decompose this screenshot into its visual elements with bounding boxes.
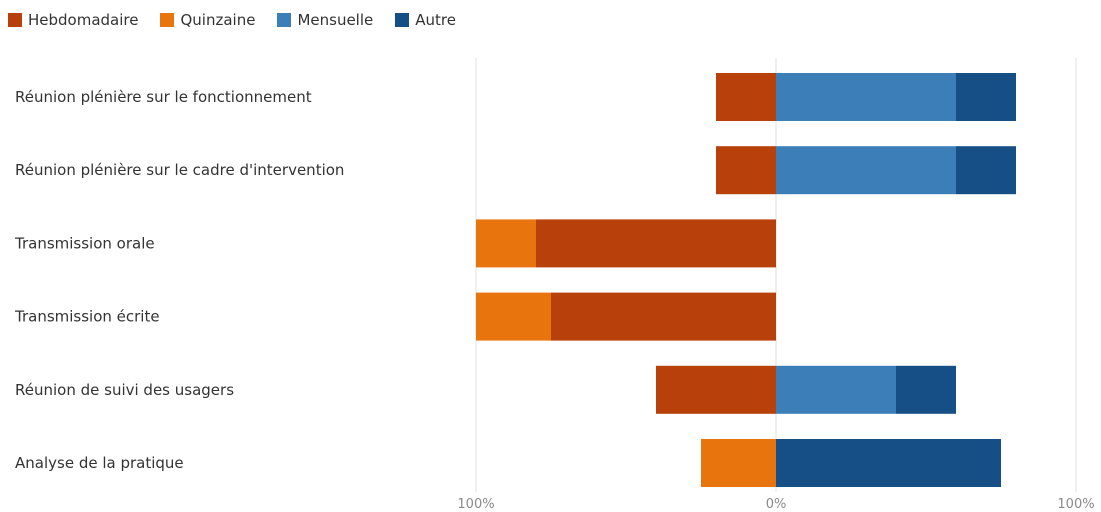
legend-swatch [277, 13, 292, 27]
category-label: Transmission écrite [14, 308, 160, 326]
bar-segment [956, 73, 1016, 121]
bar-segment [776, 146, 956, 195]
bar-segment [896, 365, 956, 414]
bar-segment [476, 292, 551, 341]
bar-segment [476, 219, 536, 268]
legend-item: Hebdomadaire [8, 11, 138, 29]
legend-swatch [160, 13, 175, 27]
bar-segment [701, 439, 776, 487]
legend-item: Autre [395, 11, 456, 29]
bar-segment [716, 146, 776, 195]
bar-segment [776, 73, 956, 121]
bar-segment [656, 365, 776, 414]
legend-item: Mensuelle [277, 11, 373, 29]
category-label: Réunion plénière sur le fonctionnement [15, 88, 312, 106]
legend-label: Quinzaine [180, 11, 256, 29]
bar-segment [551, 292, 776, 341]
bar-segment [716, 73, 776, 121]
category-label: Réunion plénière sur le cadre d'interven… [15, 161, 344, 179]
legend-label: Autre [415, 11, 456, 29]
legend-swatch [8, 13, 22, 27]
category-label: Réunion de suivi des usagers [15, 381, 234, 399]
legend-item: Quinzaine [160, 11, 255, 29]
legend: Hebdomadaire Quinzaine Mensuelle Autre [8, 6, 478, 34]
tick-label: 100% [1057, 497, 1094, 512]
tick-label: 100% [457, 497, 494, 512]
legend-label: Hebdomadaire [28, 11, 139, 29]
bar-segment [536, 219, 776, 268]
category-label: Analyse de la pratique [15, 454, 184, 472]
bar-segment [776, 365, 896, 414]
legend-label: Mensuelle [297, 11, 374, 29]
tick-label: 0% [766, 497, 787, 512]
category-label: Transmission orale [14, 234, 155, 252]
legend-swatch [395, 13, 410, 27]
bar-segment [956, 146, 1016, 195]
bar-segment [776, 439, 1001, 487]
